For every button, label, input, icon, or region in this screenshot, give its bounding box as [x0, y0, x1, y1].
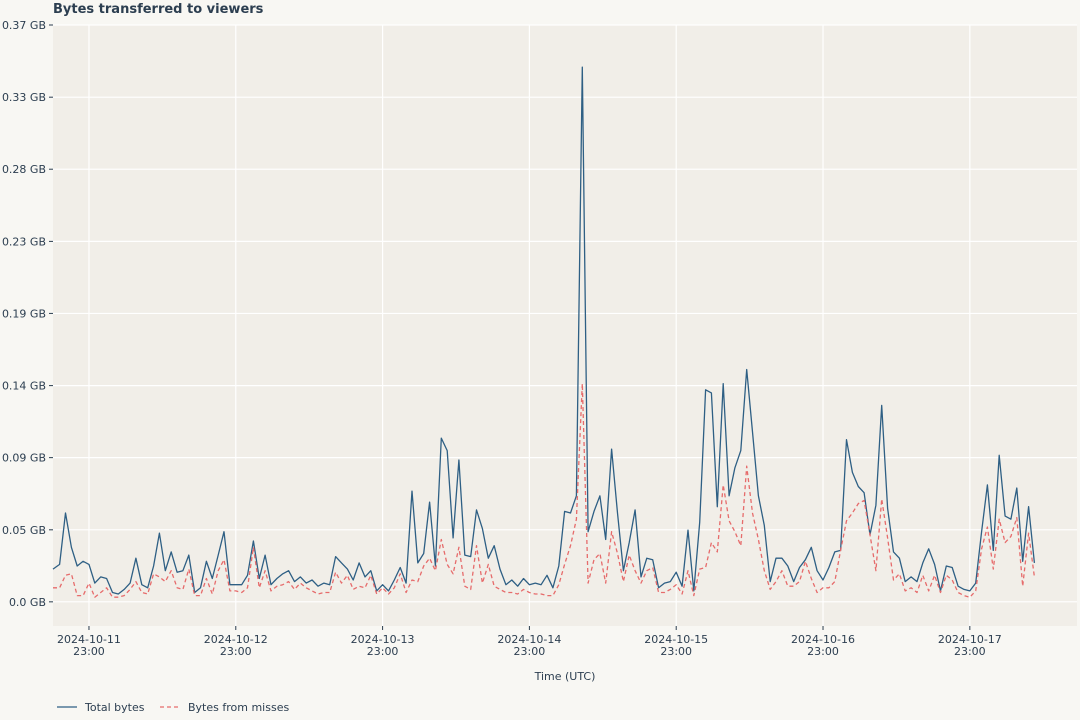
x-tick-time: 23:00 [220, 645, 252, 658]
y-tick-label: 0.19 GB [2, 307, 46, 320]
y-tick-label: 0.33 GB [2, 91, 46, 104]
series-line-total-bytes [52, 66, 1036, 595]
x-tick-time: 23:00 [514, 645, 546, 658]
x-tick-date: 2024-10-16 [791, 633, 855, 646]
x-tick-date: 2024-10-17 [938, 633, 1002, 646]
plot-area [53, 25, 1077, 626]
y-tick-label: 0.0 GB [9, 596, 46, 609]
x-tick-time: 23:00 [660, 645, 692, 658]
grid [53, 24, 1077, 626]
y-axis: 0.0 GB 0.05 GB 0.09 GB 0.14 GB 0.19 GB 0.23 G… [2, 19, 53, 609]
x-tick-time: 23:00 [954, 645, 986, 658]
legend: Total bytes Bytes from misses [57, 701, 289, 714]
x-axis: 2024-10-1123:002024-10-1223:002024-10-13… [57, 626, 1002, 658]
x-tick-date: 2024-10-15 [644, 633, 708, 646]
legend-label: Total bytes [84, 701, 145, 714]
y-tick-label: 0.14 GB [2, 380, 46, 393]
y-tick-label: 0.05 GB [2, 524, 46, 537]
x-tick-time: 23:00 [367, 645, 399, 658]
y-tick-label: 0.37 GB [2, 19, 46, 32]
x-tick-date: 2024-10-11 [57, 633, 121, 646]
series-line-bytes-from-misses [53, 382, 1036, 598]
x-tick-date: 2024-10-12 [204, 633, 268, 646]
x-tick-date: 2024-10-14 [497, 633, 561, 646]
x-tick-time: 23:00 [73, 645, 105, 658]
legend-label: Bytes from misses [188, 701, 289, 714]
x-axis-label: Time (UTC) [534, 670, 596, 683]
chart-title: Bytes transferred to viewers [53, 2, 264, 17]
y-tick-label: 0.28 GB [2, 163, 46, 176]
y-tick-label: 0.23 GB [2, 235, 46, 248]
x-tick-date: 2024-10-13 [351, 633, 415, 646]
x-tick-time: 23:00 [807, 645, 839, 658]
y-tick-label: 0.09 GB [2, 452, 46, 465]
series-lines [52, 66, 1036, 598]
